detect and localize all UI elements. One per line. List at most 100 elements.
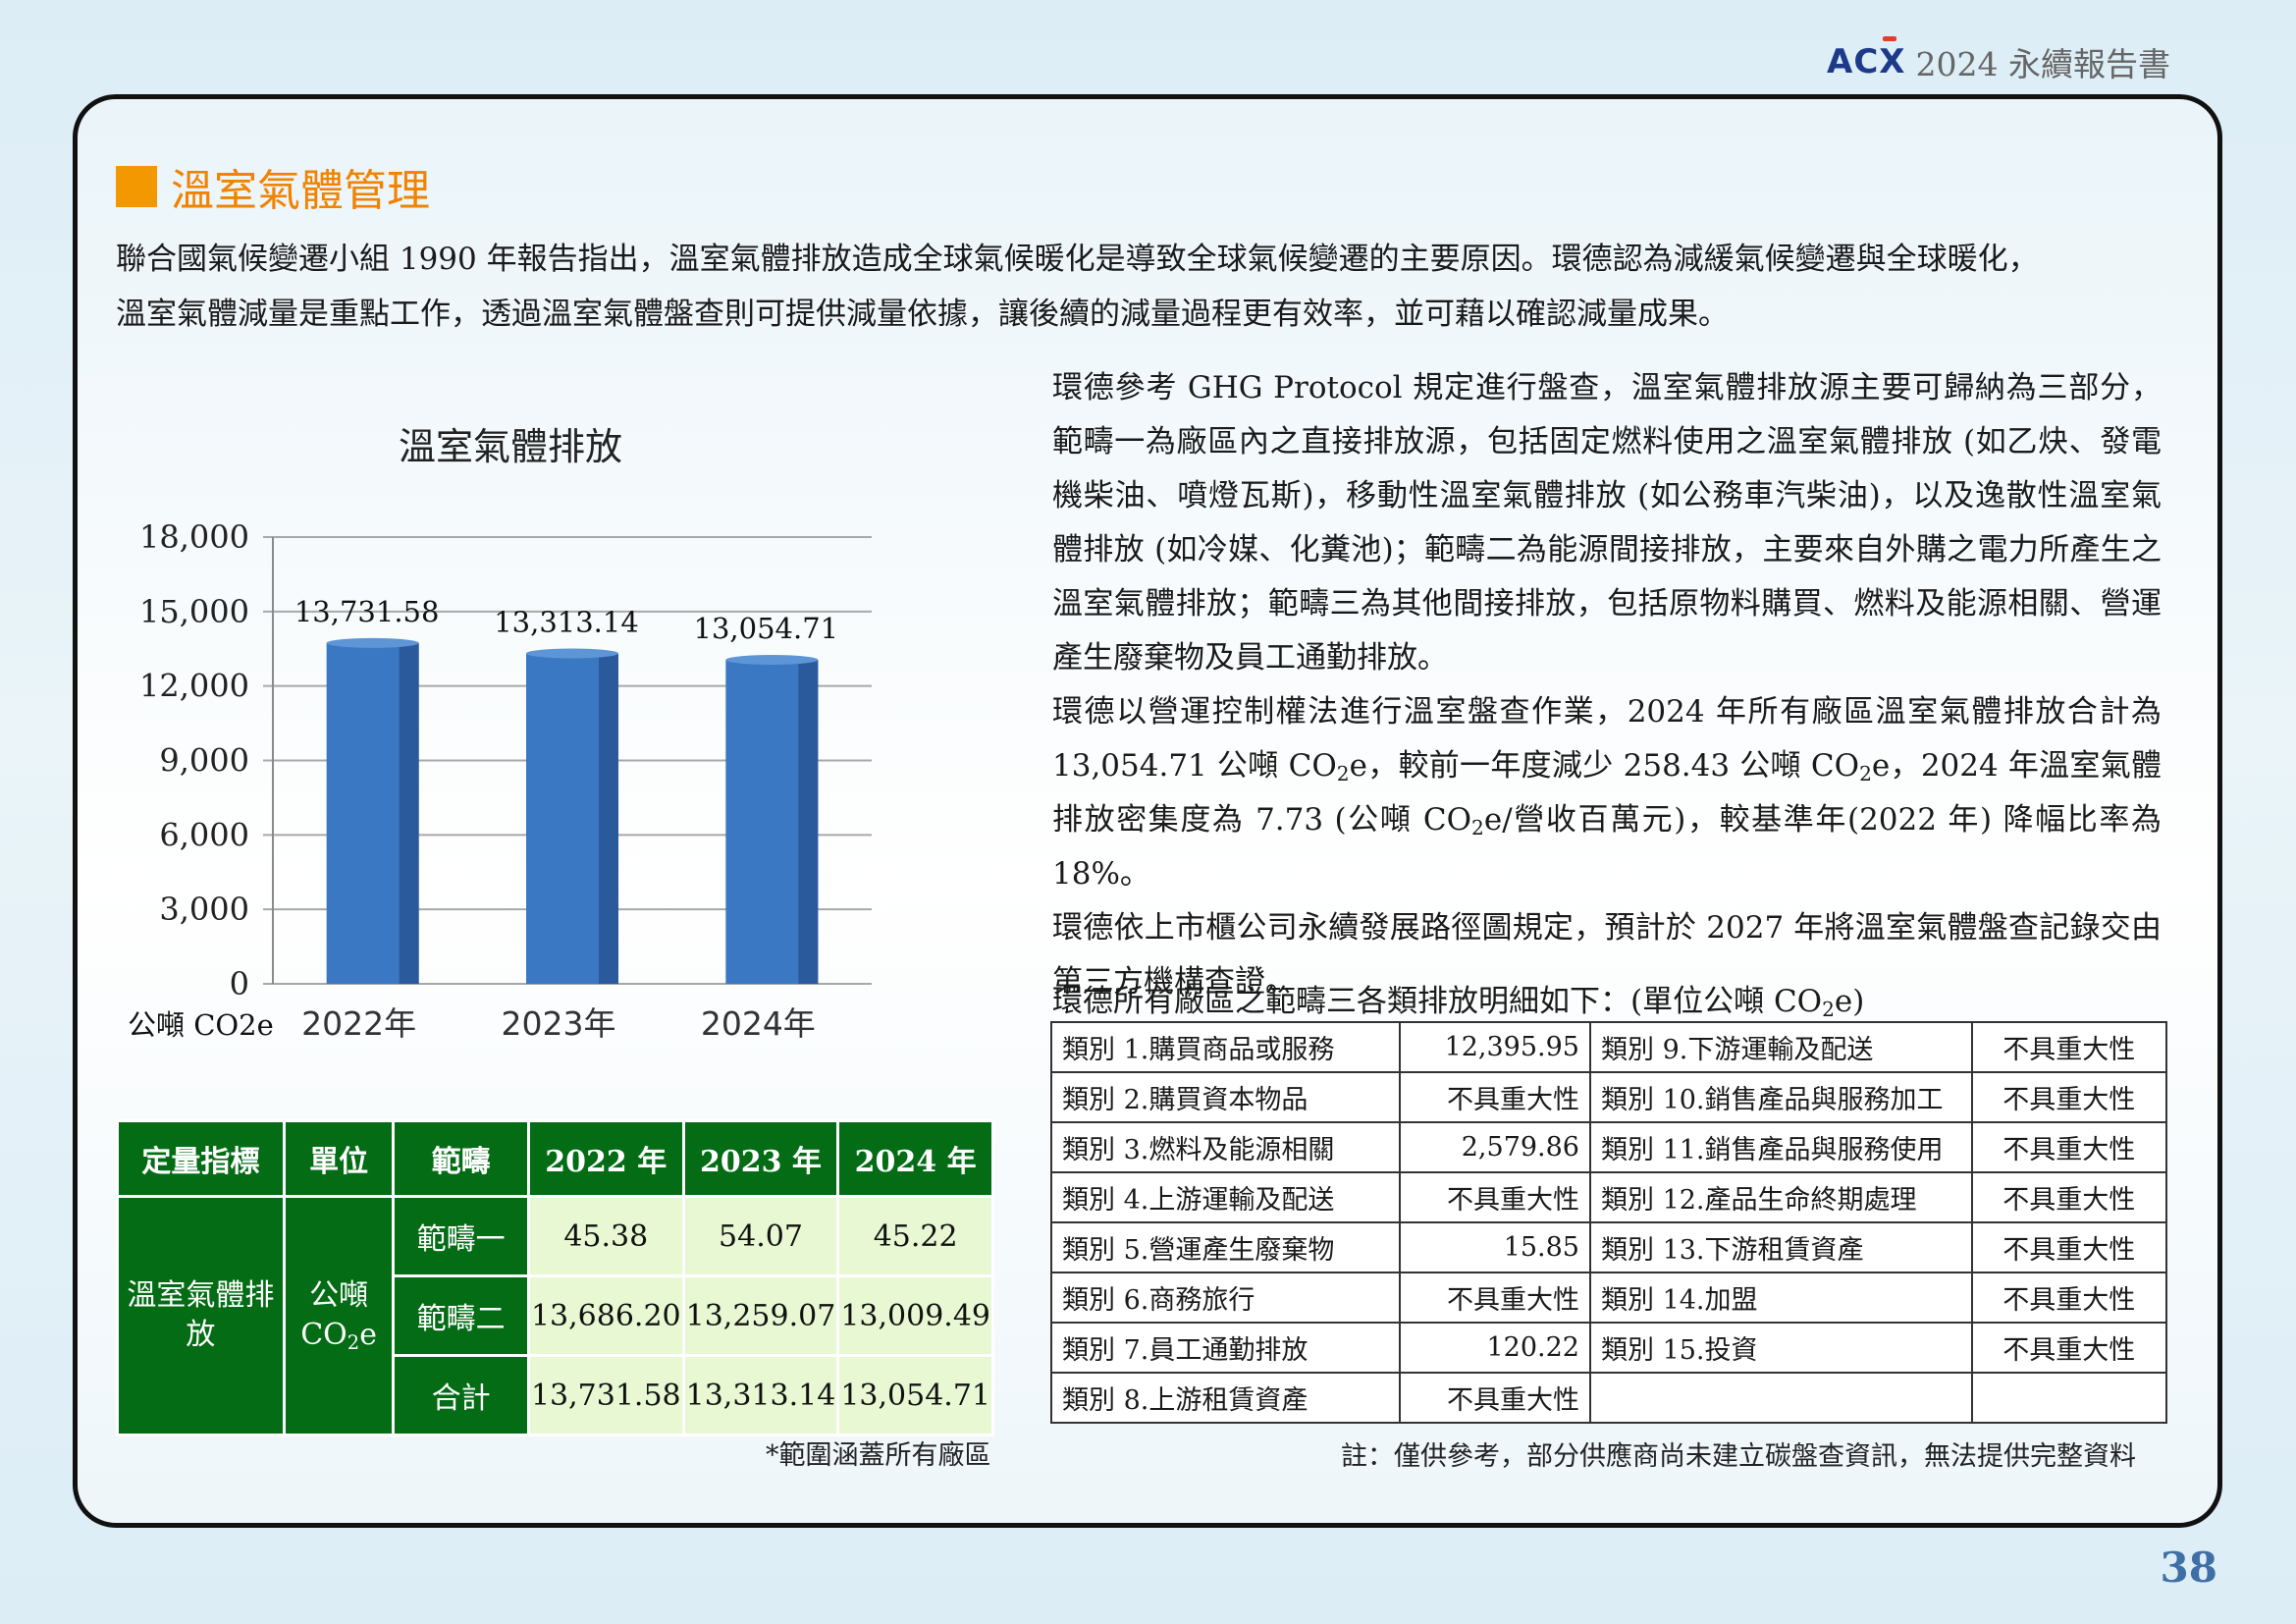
emissions-chart: 溫室氣體排放 0 3,000 6,000 9,000 12,000 15,000 18,00… [118,395,903,1062]
methodology-text: 環德參考 GHG Protocol 規定進行盤查，溫室氣體排放源主要可歸納為三部… [1052,361,2162,1009]
section-title: 溫室氣體管理 [171,166,430,216]
category-name: 類別 6.商務旅行 [1050,1272,1401,1324]
intro-line-2: 溫室氣體減量是重點工作，透過溫室氣體盤查則可提供減量依據，讓後續的減量過程更有效… [116,297,1729,332]
category-value: 2,579.86 [1399,1121,1591,1173]
orange-square-icon [116,166,157,207]
table-row: 範疇二 13,686.20 13,259.07 13,009.49 [118,1274,994,1357]
category-value: 不具重大性 [1970,1322,2168,1374]
intro-paragraph: 聯合國氣候變遷小組 1990 年報告指出，溫室氣體排放造成全球氣候暖化是導致全球… [116,232,2167,342]
scope-cell: 範疇二 [392,1274,530,1357]
supplier-note: 註：僅供參考，部分供應商尚未建立碳盤查資訊，無法提供完整資料 [1341,1441,2136,1472]
paragraph-totals: 環德以營運控制權法進行溫室盤查作業，2024 年所有廠區溫室氣體排放合計為 13… [1052,694,2162,892]
category-table-caption: 環德所有廠區之範疇三各類排放明細如下：(單位公噸 CO2e) [1052,984,1865,1022]
category-name: 類別 9.下游運輸及配送 [1588,1021,1973,1073]
category-value [1970,1372,2168,1424]
unit-cell: 公噸 CO2e [282,1195,396,1436]
category-name: 類別 7.員工通勤排放 [1050,1322,1401,1374]
chart-title: 溫室氣體排放 [398,425,622,468]
x-tick-label: 2024年 [701,1004,816,1043]
data-label: 13,054.71 [694,612,839,645]
category-name: 類別 12.產品生命終期處理 [1588,1171,1973,1223]
category-value: 15.85 [1399,1221,1591,1273]
category-value: 不具重大性 [1970,1171,2168,1223]
intro-line-1: 聯合國氣候變遷小組 1990 年報告指出，溫室氣體排放造成全球氣候暖化是導致全球… [116,242,2039,277]
table-row: 類別 1.購買商品或服務 12,395.95 類別 9.下游運輸及配送 不具重大性 [1050,1021,2168,1073]
value-cell: 13,313.14 [681,1354,840,1436]
category-name: 類別 3.燃料及能源相關 [1050,1121,1401,1173]
table-row: 類別 2.購買資本物品 不具重大性 類別 10.銷售產品與服務加工 不具重大性 [1050,1071,2168,1123]
bar-side [798,660,819,984]
x-tick-label: 2023年 [502,1004,616,1043]
header-2024: 2024 年 [836,1119,994,1198]
category-name: 類別 11.銷售產品與服務使用 [1588,1121,1973,1173]
category-value: 120.22 [1399,1322,1591,1374]
bar-top [725,655,819,666]
table-row: 類別 5.營運產生廢棄物 15.85 類別 13.下游租賃資產 不具重大性 [1050,1221,2168,1273]
paragraph-verification: 環德依上市櫃公司永續發展路徑圖規定，預計於 2027 年將溫室氣體盤查記錄交由第… [1052,910,2162,1000]
bar-top [326,637,419,648]
category-value: 不具重大性 [1399,1071,1591,1123]
quantitative-indicator-table: 定量指標 單位 範疇 2022 年 2023 年 2024 年 溫室氣體排放 公… [116,1119,994,1436]
paragraph-scopes: 環德參考 GHG Protocol 規定進行盤查，溫室氣體排放源主要可歸納為三部… [1052,370,2162,676]
y-axis-unit-label: 公噸 CO2e [128,1008,274,1042]
bar-top [526,648,618,659]
value-cell: 13,731.58 [526,1354,685,1436]
y-tick-label: 12,000 [139,668,249,705]
table-row: 溫室氣體排放 公噸 CO2e 範疇一 45.38 54.07 45.22 [116,1195,994,1436]
value-cell: 54.07 [681,1195,840,1277]
data-label: 13,731.58 [294,595,440,628]
chart-canvas: 0 3,000 6,000 9,000 12,000 15,000 18,000 13,731… [128,518,872,1043]
value-cell: 13,009.49 [836,1274,994,1357]
report-header: ACX 2024 永續報告書 [1827,37,2170,86]
header-2023: 2023 年 [681,1119,840,1198]
category-name: 類別 2.購買資本物品 [1050,1071,1401,1123]
report-title: 2024 永續報告書 [1915,45,2170,83]
page-number: 38 [2160,1543,2217,1592]
category-value: 不具重大性 [1399,1272,1591,1324]
header-unit: 單位 [282,1119,396,1198]
value-cell: 13,259.07 [681,1274,840,1357]
y-tick-label: 0 [230,965,249,1002]
category-name: 類別 1.購買商品或服務 [1050,1021,1401,1073]
bar-side [599,653,618,984]
category-value: 不具重大性 [1970,1021,2168,1073]
category-value: 不具重大性 [1399,1372,1591,1424]
table-header-row: 定量指標 單位 範疇 2022 年 2023 年 2024 年 [116,1119,994,1198]
value-cell: 45.22 [836,1195,994,1277]
scope-note: *範圍涵蓋所有廠區 [766,1440,991,1471]
category-name [1588,1372,1973,1424]
category-value: 不具重大性 [1399,1171,1591,1223]
category-value: 不具重大性 [1970,1071,2168,1123]
x-tick-label: 2022年 [301,1004,416,1043]
scope-cell: 範疇一 [392,1195,530,1277]
category-name: 類別 13.下游租賃資產 [1588,1221,1973,1273]
y-tick-label: 18,000 [139,518,249,556]
value-cell: 13,686.20 [526,1274,685,1357]
value-cell: 13,054.71 [836,1354,994,1436]
category-name: 類別 5.營運產生廢棄物 [1050,1221,1401,1273]
table-row: 類別 3.燃料及能源相關 2,579.86 類別 11.銷售產品與服務使用 不具重大性 [1050,1121,2168,1173]
category-value: 不具重大性 [1970,1121,2168,1173]
header-2022: 2022 年 [526,1119,685,1198]
section-heading: 溫室氣體管理 [116,155,430,218]
category-value: 12,395.95 [1399,1021,1591,1073]
company-logo: ACX [1827,42,1906,81]
y-tick-label: 3,000 [159,891,249,928]
category-name: 類別 8.上游租賃資產 [1050,1372,1401,1424]
value-cell: 45.38 [526,1195,685,1277]
indicator-cell: 溫室氣體排放 [116,1195,286,1436]
scope-cell: 合計 [392,1354,530,1436]
header-indicator: 定量指標 [116,1119,286,1198]
category-value: 不具重大性 [1970,1272,2168,1324]
table-row: 類別 4.上游運輸及配送 不具重大性 類別 12.產品生命終期處理 不具重大性 [1050,1171,2168,1223]
scope3-category-table: 類別 1.購買商品或服務 12,395.95 類別 9.下游運輸及配送 不具重大性 類別… [1050,1021,2168,1424]
table-row: 類別 7.員工通勤排放 120.22 類別 15.投資 不具重大性 [1050,1322,2168,1374]
bar-side [399,642,419,984]
table-row: 合計 13,731.58 13,313.14 13,054.71 [118,1354,994,1436]
category-name: 類別 10.銷售產品與服務加工 [1588,1071,1973,1123]
category-value: 不具重大性 [1970,1221,2168,1273]
category-name: 類別 4.上游運輸及配送 [1050,1171,1401,1223]
data-label: 13,313.14 [494,605,639,638]
y-tick-label: 15,000 [139,593,249,630]
category-name: 類別 14.加盟 [1588,1272,1973,1324]
